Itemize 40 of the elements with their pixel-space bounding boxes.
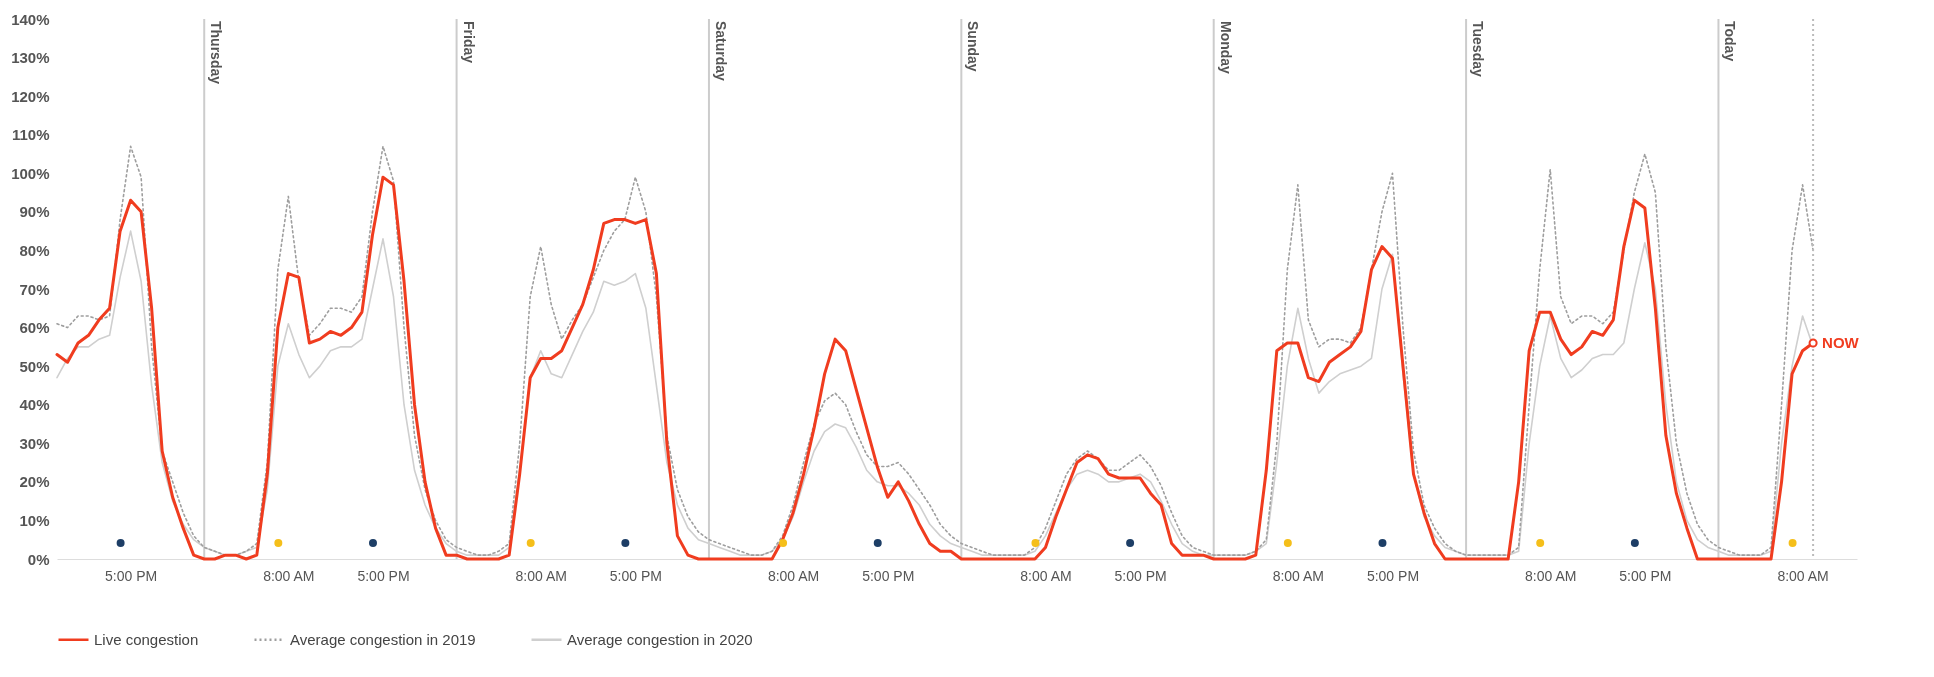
annotation: Tuesday: [1470, 21, 1487, 77]
annotation: Monday: [1217, 21, 1234, 75]
annotation: Sunday: [965, 21, 982, 72]
y-tick-label: 110%: [11, 126, 50, 144]
annotation: Saturday: [712, 21, 729, 82]
annotation: Thursday: [208, 21, 225, 85]
annotation: Today: [1722, 21, 1739, 62]
y-tick-label: 100%: [11, 164, 50, 182]
x-tick-label: 5:00 PM: [862, 567, 915, 584]
x-tick-label: 5:00 PM: [1619, 567, 1672, 584]
y-tick-label: 10%: [19, 511, 50, 529]
y-tick-label: 0%: [27, 550, 50, 568]
x-tick-label: 8:00 AM: [767, 567, 820, 584]
legend-label: Average congestion in 2020: [567, 630, 753, 648]
y-tick-label: 80%: [19, 241, 50, 259]
y-tick-label: 60%: [19, 319, 50, 337]
x-tick-label: 8:00 AM: [263, 567, 315, 584]
x-tick-label: 8:00 AM: [1525, 567, 1577, 584]
x-tick-label: 8:00 AM: [1020, 567, 1072, 584]
y-tick-label: 70%: [19, 280, 50, 298]
y-tick-label: 30%: [19, 434, 50, 452]
x-tick-label: 8:00 AM: [515, 567, 567, 584]
y-tick-label: 140%: [11, 10, 50, 28]
x-tick-label: 5:00 PM: [609, 567, 662, 584]
x-tick-label: 5:00 PM: [1366, 567, 1420, 584]
x-tick-label: 5:00 PM: [105, 567, 158, 584]
y-tick-label: 120%: [11, 87, 50, 105]
annotation: Friday: [460, 21, 477, 64]
y-tick-label: 40%: [19, 396, 50, 414]
x-tick-label: 8:00 AM: [1777, 567, 1829, 584]
x-tick-label: 5:00 PM: [357, 567, 410, 584]
y-tick-label: 20%: [19, 473, 50, 491]
text: NOW: [1822, 334, 1860, 351]
y-tick-label: 90%: [19, 203, 50, 221]
legend-label: Average congestion in 2019: [290, 630, 476, 648]
y-tick-label: 130%: [11, 49, 50, 67]
x-tick-label: 8:00 AM: [1272, 567, 1325, 584]
legend-label: Live congestion: [94, 630, 199, 648]
x-tick-label: 5:00 PM: [1114, 567, 1167, 584]
y-tick-label: 50%: [19, 357, 50, 375]
